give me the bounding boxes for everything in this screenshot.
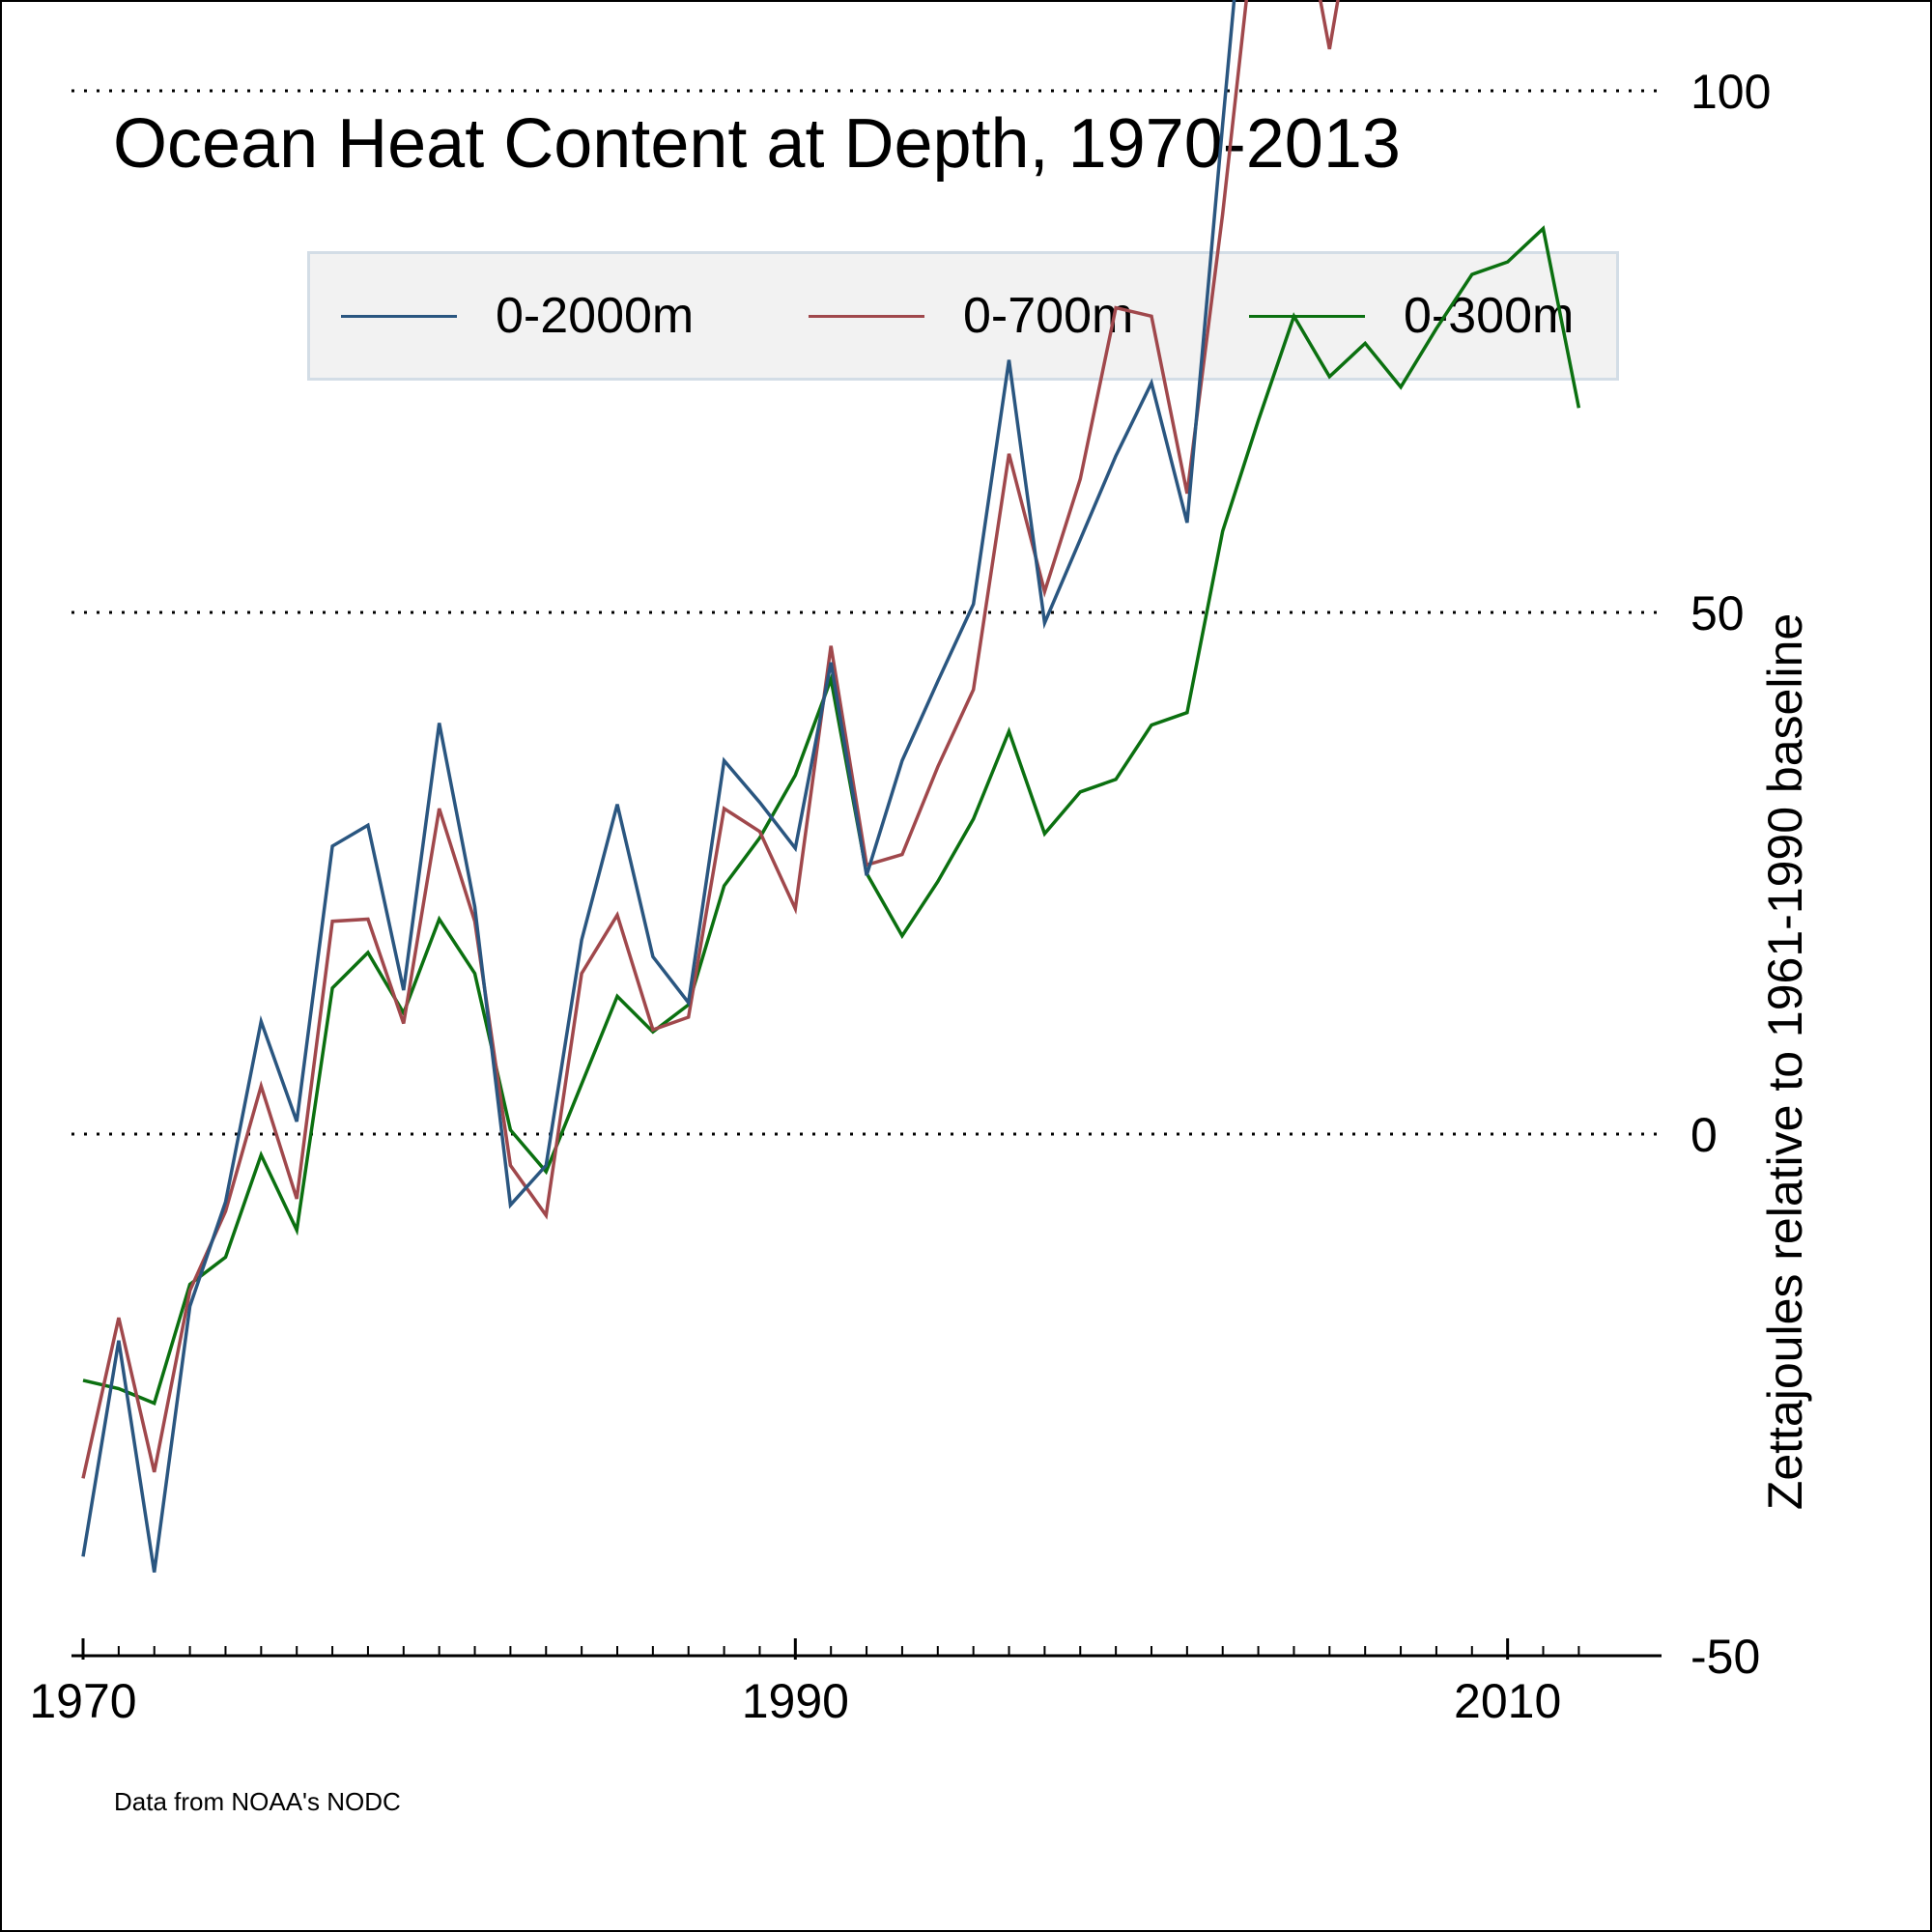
legend-item-0-700m: 0-700m — [809, 254, 1133, 378]
y-tick-label-50: 50 — [1690, 586, 1745, 640]
legend-swatch-0-300m — [1249, 314, 1365, 318]
series-line-0-2000m — [81, 0, 1236, 1573]
legend-swatch-0-700m — [809, 314, 924, 318]
y-tick-label--50: -50 — [1690, 1630, 1760, 1684]
y-axis-title: Zettajoules relative to 1961-1990 baseli… — [1758, 612, 1812, 1511]
x-tick-label-1970: 1970 — [29, 1674, 136, 1728]
legend: 0-2000m 0-700m 0-300m — [307, 251, 1619, 381]
series-line-0-700m — [81, 0, 1340, 1479]
legend-swatch-0-2000m — [341, 314, 457, 318]
legend-label-0-2000m: 0-2000m — [496, 288, 695, 344]
y-tick-label-100: 100 — [1690, 65, 1771, 119]
source-note: Data from NOAA's NODC — [114, 1787, 401, 1816]
chart-title: Ocean Heat Content at Depth, 1970-2013 — [113, 105, 1401, 183]
legend-label-0-700m: 0-700m — [963, 288, 1134, 344]
legend-item-0-2000m: 0-2000m — [341, 254, 694, 378]
y-tick-label-0: 0 — [1690, 1108, 1718, 1162]
x-tick-label-1990: 1990 — [742, 1674, 849, 1728]
series-line-0-300m — [82, 225, 1581, 1406]
x-tick-label-2010: 2010 — [1454, 1674, 1561, 1728]
